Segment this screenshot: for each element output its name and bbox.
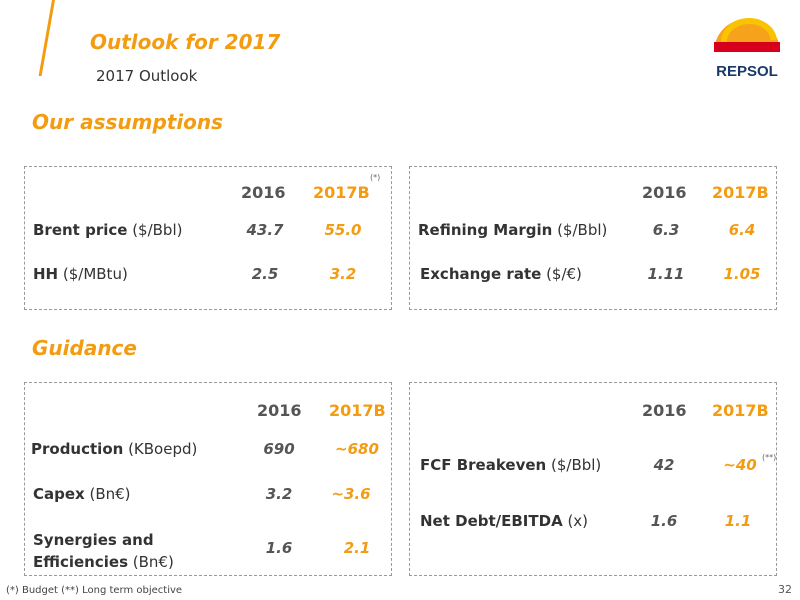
assumptions-right-box: 2016 2017B Refining Margin ($/Bbl) 6.3 6… bbox=[409, 166, 777, 310]
value-2017-hh: 3.2 bbox=[329, 265, 357, 283]
col-header-2017b: 2017B bbox=[313, 183, 370, 202]
value-2017-exchange: 1.05 bbox=[723, 265, 761, 283]
value-2016-hh: 2.5 bbox=[251, 265, 279, 283]
value-2017-synergies: 2.1 bbox=[343, 539, 371, 557]
accent-line bbox=[38, 0, 55, 76]
value-2016-brent: 43.7 bbox=[246, 221, 284, 239]
row-label-synergies: Synergies and Efficiencies (Bn€) bbox=[33, 531, 174, 571]
value-2016-refining: 6.3 bbox=[652, 221, 680, 239]
row-label-fcf-breakeven: FCF Breakeven ($/Bbl) bbox=[420, 456, 602, 474]
guidance-left-box: 2016 2017B Production (KBoepd) 690 ~680 … bbox=[24, 382, 392, 576]
value-2017-fcf: ~40 bbox=[723, 456, 757, 474]
row-label-brent: Brent price ($/Bbl) bbox=[33, 221, 183, 239]
footnote: (*) Budget (**) Long term objective bbox=[6, 585, 183, 596]
row-label-capex: Capex (Bn€) bbox=[33, 485, 131, 503]
value-2017-production: ~680 bbox=[335, 440, 379, 458]
row-label-exchange-rate: Exchange rate ($/€) bbox=[420, 265, 582, 283]
col-header-2017b: 2017B bbox=[712, 183, 769, 202]
slide-subtitle: 2017 Outlook bbox=[96, 67, 198, 85]
assumptions-heading: Our assumptions bbox=[32, 110, 224, 134]
value-2016-synergies: 1.6 bbox=[265, 539, 293, 557]
value-2017-refining: 6.4 bbox=[728, 221, 756, 239]
col-header-2016: 2016 bbox=[642, 401, 687, 420]
slide-title: Outlook for 2017 bbox=[90, 30, 281, 54]
long-term-note-mark: (**) bbox=[762, 453, 777, 462]
value-2016-net-debt: 1.6 bbox=[650, 512, 678, 530]
page-number: 32 bbox=[778, 583, 792, 596]
col-header-2017b: 2017B bbox=[712, 401, 769, 420]
svg-text:REPSOL: REPSOL bbox=[716, 63, 778, 80]
row-label-net-debt-ebitda: Net Debt/EBITDA (x) bbox=[420, 512, 589, 530]
guidance-heading: Guidance bbox=[32, 336, 137, 360]
col-header-2016: 2016 bbox=[257, 401, 302, 420]
value-2016-fcf: 42 bbox=[653, 456, 675, 474]
value-2017-net-debt: 1.1 bbox=[724, 512, 752, 530]
value-2016-production: 690 bbox=[263, 440, 295, 458]
repsol-logo: REPSOL bbox=[714, 18, 780, 80]
assumptions-left-box: 2016 2017B (*) Brent price ($/Bbl) 43.7 … bbox=[24, 166, 392, 310]
value-2017-capex: ~3.6 bbox=[331, 485, 371, 503]
budget-note-mark: (*) bbox=[370, 173, 381, 182]
value-2017-brent: 55.0 bbox=[324, 221, 362, 239]
col-header-2016: 2016 bbox=[642, 183, 687, 202]
row-label-refining-margin: Refining Margin ($/Bbl) bbox=[418, 221, 608, 239]
value-2016-exchange: 1.11 bbox=[647, 265, 685, 283]
col-header-2017b: 2017B bbox=[329, 401, 386, 420]
row-label-production: Production (KBoepd) bbox=[31, 440, 198, 458]
col-header-2016: 2016 bbox=[241, 183, 286, 202]
row-label-hh: HH ($/MBtu) bbox=[33, 265, 128, 283]
guidance-right-box: 2016 2017B (**) FCF Breakeven ($/Bbl) 42… bbox=[409, 382, 777, 576]
value-2016-capex: 3.2 bbox=[265, 485, 293, 503]
